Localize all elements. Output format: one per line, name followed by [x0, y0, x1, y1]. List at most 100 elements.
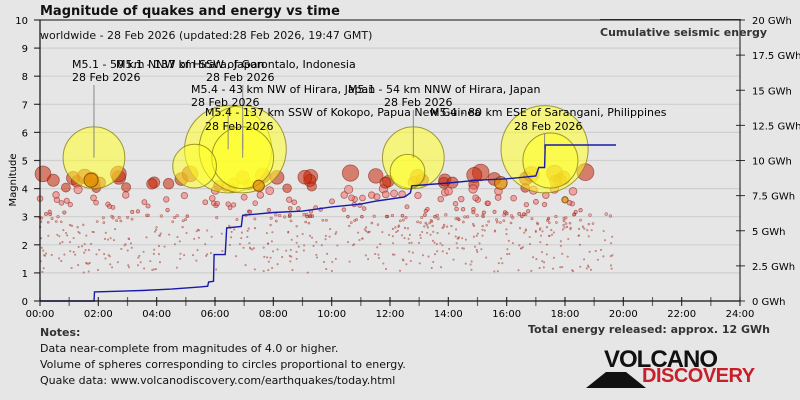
quake-dot — [588, 250, 591, 253]
quake-dot — [324, 238, 327, 241]
y2-tick-label: 5 GWh — [752, 227, 786, 238]
quake-dot — [228, 224, 231, 228]
quake-dot — [353, 243, 356, 246]
quake-dot — [485, 256, 488, 259]
quake-dot — [441, 250, 444, 253]
quake-dot — [58, 235, 61, 238]
quake-dot — [185, 231, 188, 235]
annotation-label: M5.4 - 80 km ESE of Sarangani, Philippin… — [430, 106, 667, 119]
quake-dot — [168, 233, 171, 236]
quake-dot — [290, 238, 293, 241]
quake-dot — [481, 234, 484, 237]
quake-dot — [409, 259, 412, 263]
quake-dot — [269, 223, 272, 227]
quake-dot — [109, 263, 112, 266]
quake-dot — [496, 270, 499, 273]
quake-dot — [145, 213, 149, 218]
chart-title: Magnitude of quakes and energy vs time — [40, 4, 340, 19]
x-tick-label: 00:00 — [26, 309, 55, 320]
quake-dot — [289, 248, 292, 251]
x-tick-label: 22:00 — [667, 309, 696, 320]
quake-dot — [77, 264, 80, 267]
quake-dot — [179, 252, 182, 255]
quake-dot — [611, 235, 614, 238]
quake-dot — [315, 256, 319, 259]
quake-dot — [252, 247, 255, 250]
quake-bubble — [522, 132, 579, 189]
quake-dot — [419, 236, 422, 239]
quake-dot — [429, 219, 433, 222]
annotation-label: M5.4 - 137 km SSW of Kokopo, Papua New G… — [205, 106, 481, 119]
quake-dot — [403, 237, 406, 240]
quake-dot — [153, 230, 157, 233]
quake-dot — [562, 223, 565, 227]
quake-dot — [401, 258, 404, 261]
quake-dot — [524, 228, 527, 231]
quake-dot — [436, 232, 439, 235]
volcanodiscovery-logo[interactable]: VOLCANO DISCOVERY — [586, 346, 756, 390]
quake-dot — [204, 243, 207, 246]
x-tick-label: 12:00 — [376, 309, 405, 320]
quake-circle — [423, 213, 427, 217]
quake-dot — [559, 240, 562, 243]
quake-dot — [408, 250, 411, 253]
quake-dot — [476, 250, 479, 253]
note-line: Data near-complete from magnitudes of 4.… — [40, 342, 339, 355]
quake-dot — [455, 242, 458, 245]
quake-dot — [403, 226, 407, 230]
quake-dot — [44, 254, 47, 257]
quake-circle — [572, 212, 576, 217]
quake-dot — [401, 218, 405, 222]
quake-dot — [348, 224, 351, 228]
logo-text-volcano: VOLCANO — [604, 346, 718, 373]
quake-circle — [400, 213, 405, 218]
quake-dot — [228, 244, 231, 247]
quake-dot — [111, 266, 114, 269]
quake-dot — [70, 266, 73, 270]
quake-dot — [104, 257, 107, 260]
quake-dot — [246, 229, 249, 232]
quake-circle — [329, 198, 335, 205]
quake-dot — [550, 233, 553, 236]
quake-circle — [73, 184, 83, 195]
quake-dot — [419, 221, 422, 224]
quake-dot — [58, 257, 61, 260]
quake-dot — [445, 225, 449, 228]
quake-dot — [561, 252, 564, 255]
quake-dot — [392, 242, 395, 245]
quake-dot — [191, 254, 195, 257]
quake-dot — [143, 267, 146, 270]
quake-dot — [381, 231, 384, 234]
quake-dot — [587, 222, 591, 226]
quake-circle — [67, 201, 73, 208]
quake-dot — [535, 258, 538, 261]
quake-dot — [83, 251, 86, 254]
quake-dot — [335, 231, 338, 234]
axes: 0 1 2 3 4 5 6 7 8 9 10 0 GWh 2.5 GWh 5 GWh 7.5 GWh 10 G… — [15, 16, 800, 320]
quake-dot — [541, 260, 544, 263]
quake-dot — [145, 236, 148, 239]
quake-dot — [301, 233, 304, 236]
quake-dot — [103, 253, 106, 256]
quake-dot — [399, 269, 402, 272]
quake-dot — [81, 245, 84, 248]
quake-dot — [539, 241, 542, 244]
quake-dot — [111, 216, 115, 220]
quake-dot — [304, 220, 308, 224]
quake-dot — [485, 224, 488, 227]
quake-dot — [96, 268, 99, 271]
quake-dot — [493, 270, 496, 273]
quake-dot — [518, 227, 522, 230]
quake-circle — [520, 214, 524, 219]
y-tick-label: 4 — [22, 185, 28, 196]
quake-dot — [564, 222, 568, 225]
quake-dot — [205, 254, 208, 257]
quake-dot — [562, 219, 566, 223]
quake-dot — [50, 253, 53, 256]
quake-circle — [240, 193, 248, 201]
quake-dot — [471, 223, 475, 226]
quake-circle — [305, 214, 309, 219]
total-energy: Total energy released: approx. 12 GWh — [528, 323, 770, 336]
quake-dot — [315, 241, 318, 244]
quake-dot — [154, 268, 158, 271]
